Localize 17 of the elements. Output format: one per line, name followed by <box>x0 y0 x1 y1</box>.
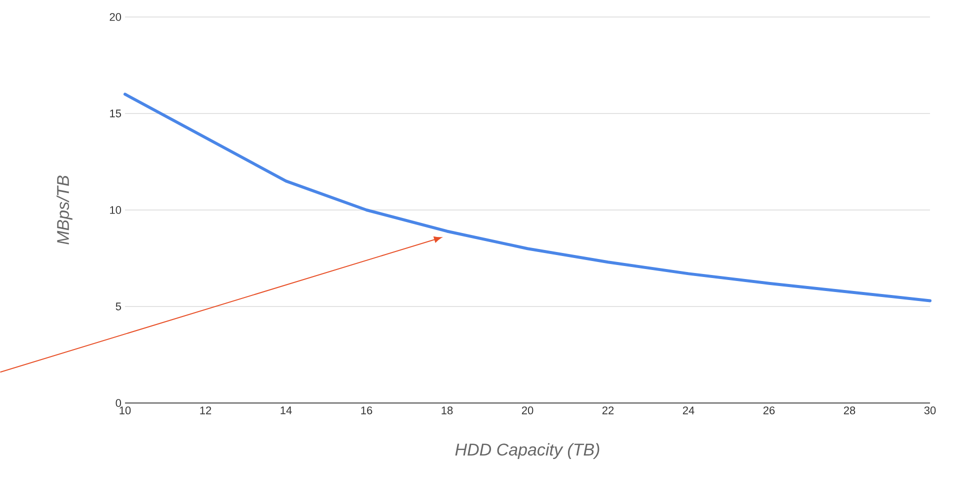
x-tick-label: 22 <box>602 406 614 414</box>
y-tick-label: 15 <box>110 110 122 118</box>
x-tick-label: 20 <box>522 406 534 414</box>
y-tick-label: 10 <box>110 206 122 214</box>
y-tick-label: 0 <box>116 399 122 407</box>
x-tick-label: 12 <box>200 406 212 414</box>
x-tick-label: 30 <box>924 406 936 414</box>
x-tick-label: 14 <box>280 406 292 414</box>
x-tick-label: 24 <box>682 406 694 414</box>
y-axis-title: MBps/TB <box>56 176 72 244</box>
x-tick-label: 16 <box>361 406 372 414</box>
y-tick-label: 20 <box>110 13 122 21</box>
y-tick-label: 5 <box>116 302 122 310</box>
x-tick-label: 18 <box>442 406 453 414</box>
x-tick-label: 28 <box>844 406 856 414</box>
x-axis-title: HDD Capacity (TB) <box>455 443 600 459</box>
x-tick-label: 26 <box>763 406 775 414</box>
